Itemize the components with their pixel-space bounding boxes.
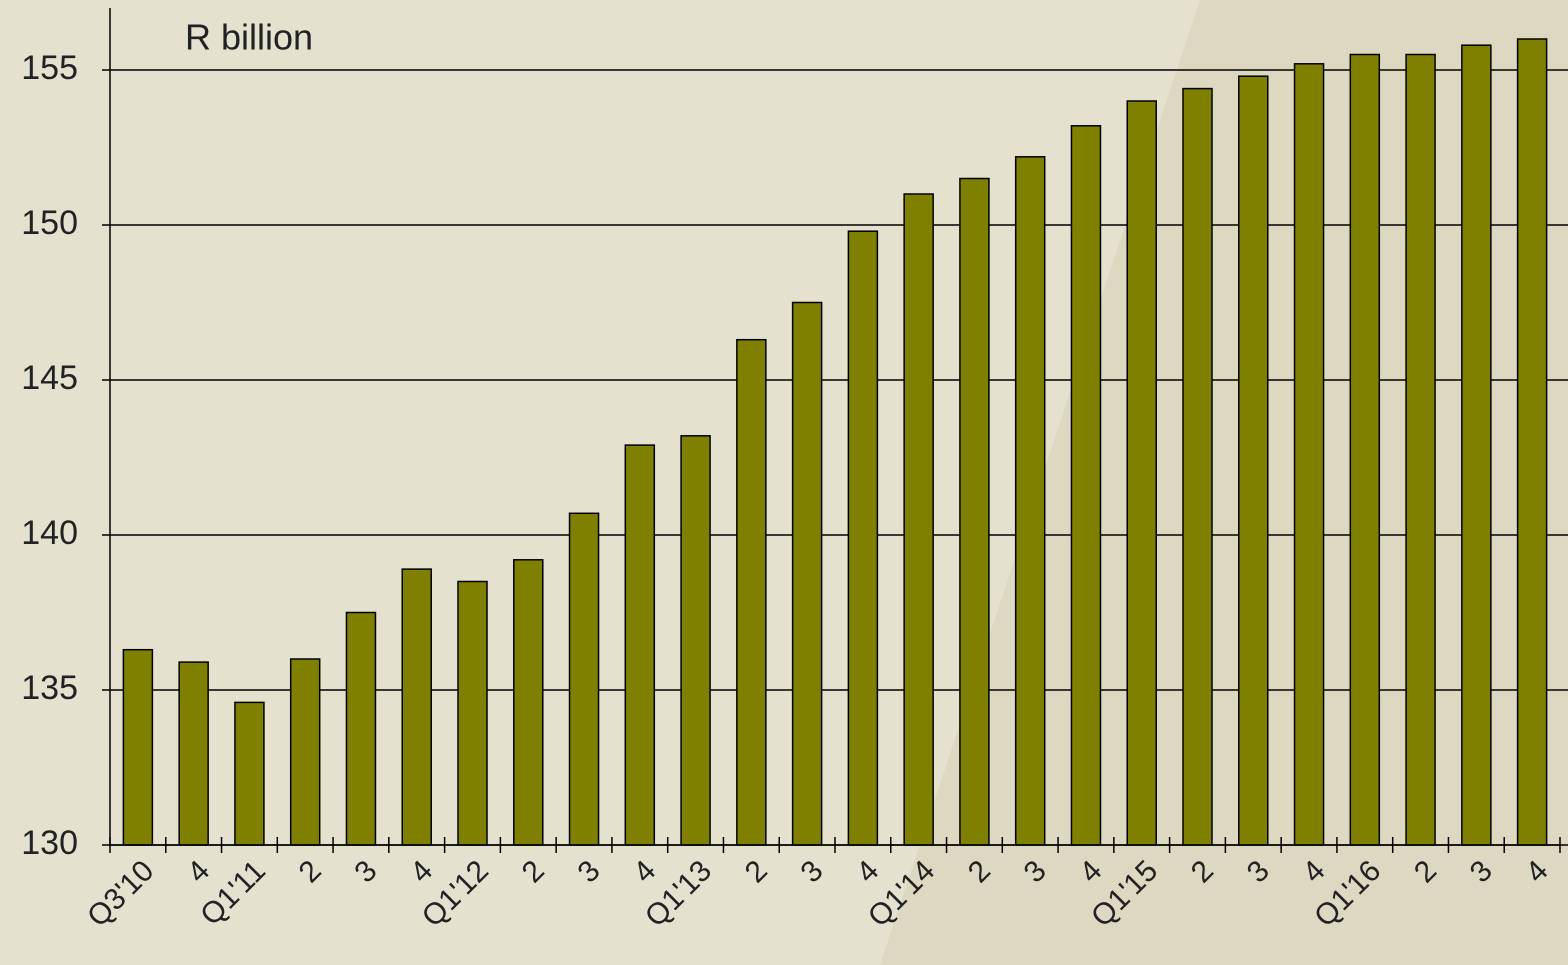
bar	[680, 435, 711, 846]
bar	[401, 568, 432, 846]
y-tick-label: 145	[21, 359, 78, 397]
bar	[903, 193, 934, 846]
bar	[847, 230, 879, 846]
y-tick-label: 150	[21, 204, 78, 242]
bar	[736, 338, 767, 846]
bar	[1516, 38, 1548, 846]
bar	[959, 177, 990, 846]
y-tick-label: 130	[21, 824, 78, 862]
bar	[1182, 87, 1213, 846]
bar	[457, 580, 488, 846]
bar	[1349, 53, 1381, 846]
bar	[513, 559, 544, 846]
y-tick-label: 155	[21, 49, 78, 87]
bar	[624, 444, 656, 846]
bar	[568, 512, 600, 846]
bar	[289, 658, 321, 846]
bar	[1126, 100, 1157, 846]
bar	[1070, 125, 1102, 846]
bar	[1461, 44, 1492, 846]
bar	[1405, 53, 1436, 846]
bar	[122, 648, 154, 846]
bar	[178, 661, 209, 846]
bar	[1014, 156, 1046, 846]
bar	[345, 611, 377, 846]
bar	[791, 301, 823, 846]
chart-title: R billion	[185, 17, 313, 58]
bar	[234, 701, 265, 846]
bar	[1293, 63, 1325, 846]
y-tick-label: 140	[21, 514, 78, 552]
y-tick-label: 135	[21, 669, 78, 707]
background-band	[880, 0, 1568, 965]
bar	[1238, 75, 1269, 846]
